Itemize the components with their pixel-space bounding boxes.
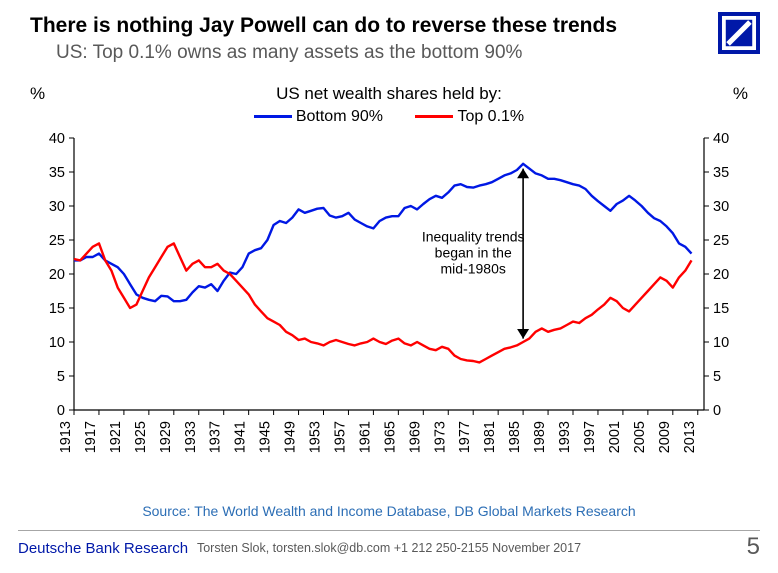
svg-text:25: 25 xyxy=(713,233,729,249)
footer-divider xyxy=(18,530,760,531)
legend-item-top01: Top 0.1% xyxy=(415,108,524,125)
svg-text:1945: 1945 xyxy=(258,421,274,453)
svg-text:30: 30 xyxy=(713,199,729,215)
svg-text:1993: 1993 xyxy=(557,421,573,453)
svg-text:20: 20 xyxy=(49,267,65,283)
svg-text:1989: 1989 xyxy=(532,421,548,453)
slide: There is nothing Jay Powell can do to re… xyxy=(0,0,778,573)
svg-text:1977: 1977 xyxy=(457,421,473,453)
footer-contact: Torsten Slok, torsten.slok@db.com +1 212… xyxy=(0,541,778,555)
svg-text:40: 40 xyxy=(713,132,729,147)
svg-text:20: 20 xyxy=(713,267,729,283)
svg-text:2001: 2001 xyxy=(607,421,623,453)
svg-text:10: 10 xyxy=(713,335,729,351)
svg-text:1921: 1921 xyxy=(108,421,124,453)
svg-text:1965: 1965 xyxy=(382,421,398,453)
svg-text:1941: 1941 xyxy=(233,421,249,453)
svg-text:1917: 1917 xyxy=(83,421,99,453)
svg-text:1981: 1981 xyxy=(482,421,498,453)
svg-text:1933: 1933 xyxy=(183,421,199,453)
legend-swatch-bottom90 xyxy=(254,115,292,118)
svg-text:0: 0 xyxy=(713,403,721,419)
legend-label-bottom90: Bottom 90% xyxy=(296,108,383,125)
legend-item-bottom90: Bottom 90% xyxy=(254,108,388,125)
svg-text:2005: 2005 xyxy=(632,421,648,453)
svg-text:5: 5 xyxy=(57,369,65,385)
svg-text:1937: 1937 xyxy=(208,421,224,453)
svg-text:40: 40 xyxy=(49,132,65,147)
svg-text:35: 35 xyxy=(49,165,65,181)
svg-text:2013: 2013 xyxy=(682,421,698,453)
title-main: There is nothing Jay Powell can do to re… xyxy=(30,14,617,38)
db-logo xyxy=(718,12,760,54)
svg-text:mid-1980s: mid-1980s xyxy=(441,261,506,277)
svg-text:1969: 1969 xyxy=(407,421,423,453)
svg-text:0: 0 xyxy=(57,403,65,419)
svg-text:began in the: began in the xyxy=(435,245,512,261)
svg-text:15: 15 xyxy=(713,301,729,317)
legend-label-top01: Top 0.1% xyxy=(457,108,524,125)
chart-title: US net wealth shares held by: xyxy=(0,84,778,104)
svg-text:2009: 2009 xyxy=(657,421,673,453)
svg-text:5: 5 xyxy=(713,369,721,385)
svg-text:30: 30 xyxy=(49,199,65,215)
svg-text:1925: 1925 xyxy=(133,421,149,453)
source-text: Source: The World Wealth and Income Data… xyxy=(0,503,778,519)
svg-text:1957: 1957 xyxy=(332,421,348,453)
svg-text:1973: 1973 xyxy=(432,421,448,453)
svg-text:1953: 1953 xyxy=(308,421,324,453)
svg-text:Inequality trends: Inequality trends xyxy=(422,229,525,245)
svg-text:1961: 1961 xyxy=(357,421,373,453)
title-sub: US: Top 0.1% owns as many assets as the … xyxy=(56,42,522,64)
svg-text:1949: 1949 xyxy=(283,421,299,453)
y-axis-unit-right: % xyxy=(733,84,748,104)
svg-text:10: 10 xyxy=(49,335,65,351)
chart-plot: 0 0 5 5 10 10 15 15 20 20 25 25 30 30 35 35 40 40 1913 1917… xyxy=(30,132,748,472)
legend: Bottom 90% Top 0.1% xyxy=(0,108,778,126)
svg-text:25: 25 xyxy=(49,233,65,249)
svg-text:1913: 1913 xyxy=(58,421,74,453)
svg-text:1929: 1929 xyxy=(158,421,174,453)
legend-swatch-top01 xyxy=(415,115,453,118)
svg-text:35: 35 xyxy=(713,165,729,181)
svg-text:1985: 1985 xyxy=(507,421,523,453)
svg-text:15: 15 xyxy=(49,301,65,317)
footer-page-number: 5 xyxy=(747,533,760,561)
svg-text:1997: 1997 xyxy=(582,421,598,453)
